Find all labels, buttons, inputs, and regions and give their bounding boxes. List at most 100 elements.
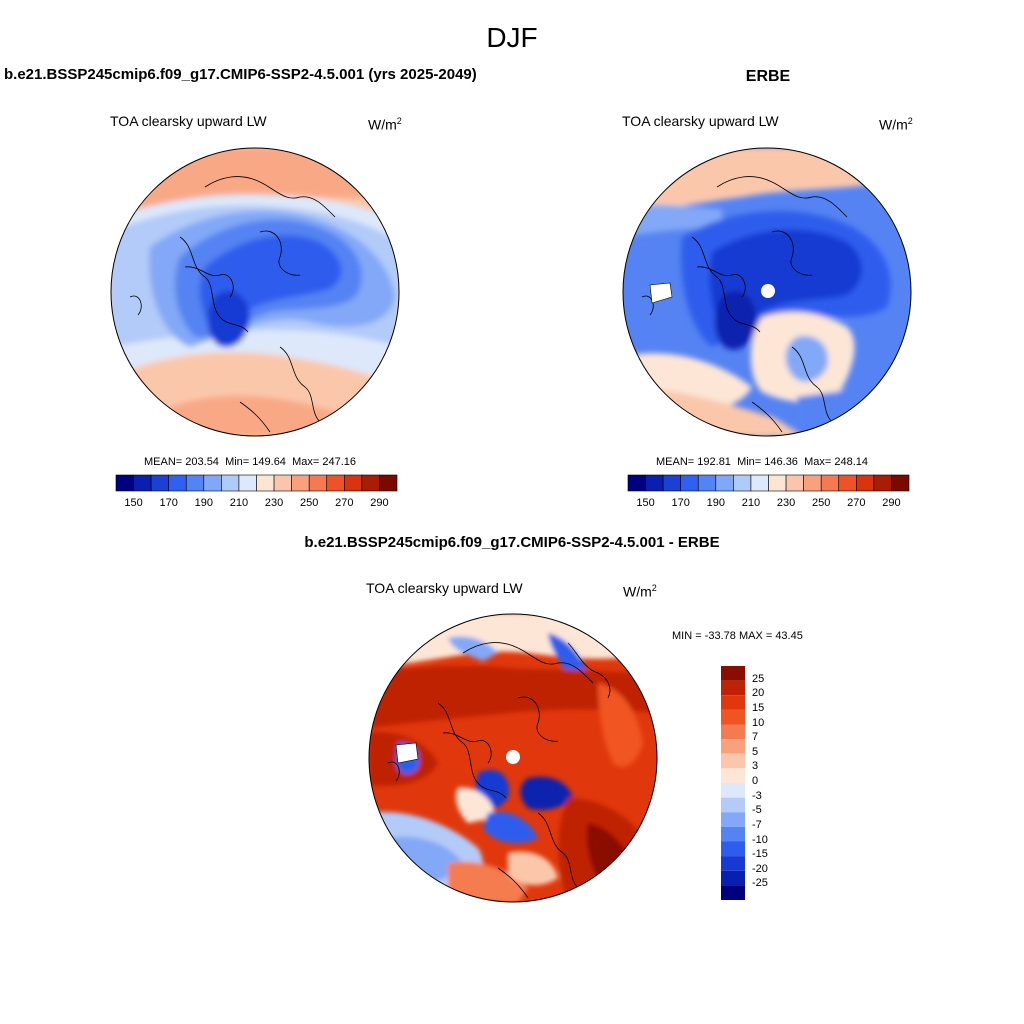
colorbar-swatch [891,474,910,492]
colorbar-swatch [273,474,292,492]
colorbar-tick-label: 270 [335,497,354,509]
colorbar-level-label: -10 [752,833,768,846]
colorbar-swatch [697,474,717,492]
diff-variable-label: TOA clearsky upward LW [366,580,523,596]
colorbar-swatch [721,768,745,783]
colorbar-level-label: 20 [752,687,765,700]
colorbar-swatch [721,812,745,827]
colorbar-tick-label: 190 [194,497,213,509]
colorbar-swatch [344,474,363,492]
colorbar-tick-label: 170 [671,497,690,509]
diff-minmax: MIN = -33.78 MAX = 43.45 [672,630,803,642]
colorbar-level-label: -3 [752,789,762,802]
diff-panel-title: b.e21.BSSP245cmip6.f09_g17.CMIP6-SSP2-4.… [304,534,720,551]
colorbar-swatch [680,474,699,492]
colorbar-swatch [721,856,745,871]
colorbar-swatch [238,474,257,492]
colorbar-level-label: -25 [752,877,768,890]
colorbar-swatch [721,724,745,740]
obs-stats: MEAN= 192.81 Min= 146.36 Max= 248.14 [656,456,868,468]
colorbar-swatch [721,739,745,754]
model-units-label: W/m2 [368,116,402,133]
colorbar-swatch [721,826,745,842]
colorbar-level-label: -5 [752,804,762,817]
model-panel-title: b.e21.BSSP245cmip6.f09_g17.CMIP6-SSP2-4.… [4,66,477,83]
colorbar-swatch [115,474,134,492]
colorbar-swatch [133,474,152,492]
obs-panel-title: ERBE [745,68,791,85]
colorbar-tick-label: 210 [229,497,249,509]
colorbar-swatch [733,474,752,492]
colorbar-level-label: 5 [752,745,759,758]
colorbar-swatch [326,474,345,492]
colorbar-swatch [150,474,169,492]
colorbar-tick-label: 230 [264,497,284,509]
model-variable-label: TOA clearsky upward LW [110,113,267,129]
diff-polar-map [368,613,658,903]
colorbar-level-label: -15 [752,848,768,861]
colorbar-swatch [627,474,646,492]
colorbar-swatch [291,474,310,492]
colorbar-tick-label: 150 [124,497,143,509]
obs-variable-label: TOA clearsky upward LW [622,113,779,129]
colorbar-tick-label: 230 [776,497,796,509]
colorbar-swatch [838,474,857,492]
colorbar-level-label: 15 [752,701,765,714]
colorbar-tick-label: 210 [741,497,761,509]
colorbar-swatch [721,666,745,681]
colorbar-swatch [721,680,745,696]
colorbar-swatch [361,474,380,492]
obs-colorbar-ticks: 150 170 190 210 230 250 270 290 [628,497,909,511]
obs-colorbar [627,474,910,492]
colorbar-level-label: -20 [752,862,768,875]
colorbar-swatch [308,474,328,492]
colorbar-swatch [715,474,734,492]
model-colorbar-ticks: 150 170 190 210 230 250 270 290 [116,497,397,511]
obs-polar-map [622,147,912,437]
obs-units-label: W/m2 [879,116,913,133]
colorbar-swatch [721,870,745,886]
colorbar-level-label: 3 [752,760,759,773]
colorbar-tick-label: 290 [882,497,901,509]
colorbar-swatch [721,709,745,725]
colorbar-tick-label: 270 [847,497,866,509]
colorbar-level-label: -7 [752,818,762,831]
colorbar-level-label: 25 [752,672,765,685]
colorbar-tick-label: 250 [300,497,319,509]
colorbar-swatch [721,885,745,900]
colorbar-swatch [662,474,681,492]
colorbar-level-label: 10 [752,716,765,729]
colorbar-swatch [203,474,222,492]
colorbar-swatch [721,841,745,857]
model-polar-map [110,147,400,437]
colorbar-tick-label: 250 [812,497,831,509]
colorbar-swatch [721,753,745,769]
diff-colorbar [721,666,745,900]
colorbar-swatch [168,474,187,492]
colorbar-level-label: 7 [752,731,759,744]
colorbar-swatch [785,474,804,492]
colorbar-swatch [379,474,398,492]
colorbar-swatch [721,797,745,813]
colorbar-swatch [721,783,745,798]
colorbar-tick-label: 170 [159,497,178,509]
colorbar-tick-label: 290 [370,497,389,509]
colorbar-swatch [750,474,769,492]
colorbar-swatch [803,474,822,492]
colorbar-swatch [645,474,664,492]
model-stats: MEAN= 203.54 Min= 149.64 Max= 247.16 [144,456,356,468]
colorbar-swatch [873,474,892,492]
colorbar-swatch [221,474,240,492]
season-title: DJF [486,22,538,53]
colorbar-level-label: 0 [752,775,759,787]
colorbar-swatch [721,695,745,710]
colorbar-swatch [768,474,787,492]
colorbar-swatch [256,474,275,492]
diff-colorbar-labels: 25 20 15 10 7 5 3 0 -3 -5 -7 -10 -15 -20 -25 [752,666,792,900]
colorbar-swatch [185,474,205,492]
model-colorbar [115,474,398,492]
colorbar-swatch [856,474,875,492]
diff-units-label: W/m2 [623,583,657,600]
colorbar-tick-label: 150 [636,497,655,509]
colorbar-tick-label: 190 [706,497,725,509]
